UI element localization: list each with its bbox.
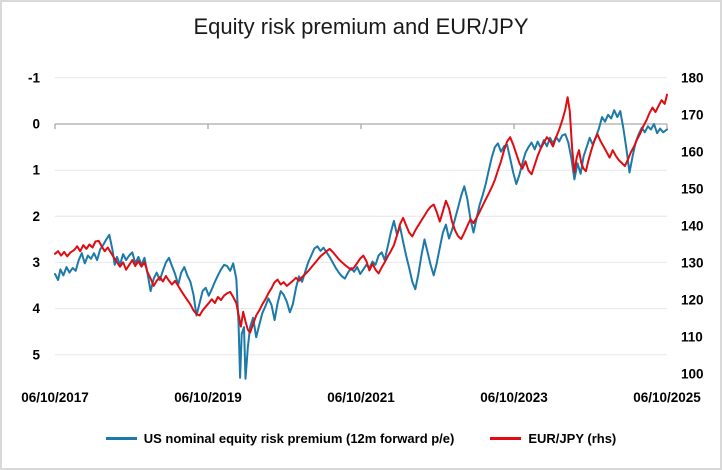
right-axis-tick-label: 180: [681, 71, 704, 86]
right-axis-tick-label: 170: [681, 108, 704, 123]
x-axis-tick-label: 06/10/2017: [21, 390, 89, 405]
erp-series-line: [54, 109, 668, 380]
chart-title: Equity risk premium and EUR/JPY: [193, 14, 529, 39]
legend-eurjpy-line-swatch-icon: [490, 437, 522, 440]
right-axis-tick-label: 100: [681, 367, 704, 382]
x-axis-tick-label: 06/10/2025: [633, 390, 701, 405]
left-axis-tick-label: 5: [32, 347, 40, 362]
x-axis-tick-label: 06/10/2021: [327, 390, 395, 405]
right-axis-tick-label: 150: [681, 182, 704, 197]
legend-erp-line-swatch-icon: [105, 437, 137, 440]
chart-legend: US nominal equity risk premium (12m forw…: [2, 431, 720, 446]
left-axis-tick-label: 1: [32, 163, 40, 178]
legend-item-eurjpy: EUR/JPY (rhs): [490, 431, 616, 446]
right-axis-tick-label: 140: [681, 219, 704, 234]
left-axis-tick-label: 4: [32, 301, 40, 316]
right-axis-tick-label: 130: [681, 256, 704, 271]
right-axis-tick-label: 110: [681, 330, 703, 345]
left-axis-tick-label: 0: [32, 117, 40, 132]
legend-eurjpy-label: EUR/JPY (rhs): [528, 431, 617, 446]
left-axis-tick-label: 2: [32, 209, 40, 224]
x-axis-tick-label: 06/10/2023: [480, 390, 548, 405]
x-axis-tick-label: 06/10/2019: [174, 390, 242, 405]
legend-item-erp: US nominal equity risk premium (12m forw…: [105, 431, 455, 446]
legend-erp-label: US nominal equity risk premium (12m forw…: [143, 431, 455, 446]
left-axis-tick-label: -1: [28, 70, 40, 85]
right-axis-tick-label: 120: [681, 293, 704, 308]
eurjpy-series-line: [54, 93, 668, 334]
left-axis-tick-label: 3: [32, 255, 40, 270]
right-axis-tick-label: 160: [681, 145, 704, 160]
